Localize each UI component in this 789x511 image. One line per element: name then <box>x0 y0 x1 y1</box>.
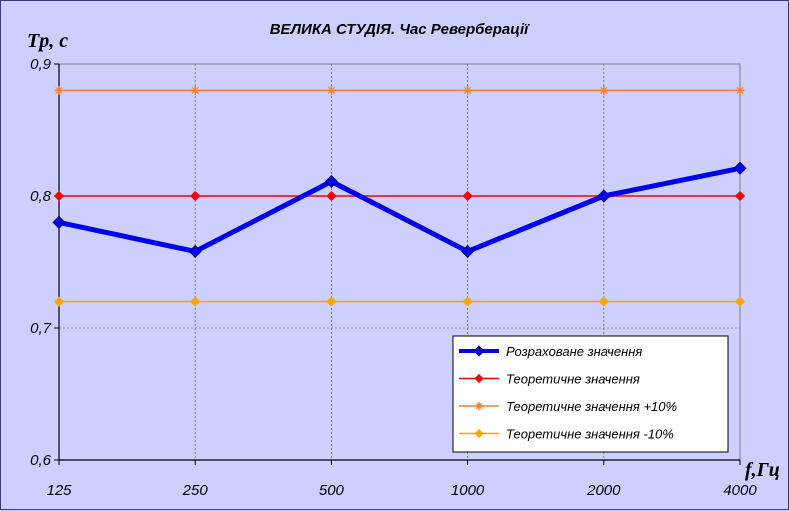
series-1-point <box>53 190 65 202</box>
series-1-point <box>326 190 337 202</box>
series-3-point <box>326 296 337 307</box>
legend-label: Розрахoване значення <box>506 344 642 359</box>
legend-swatch-marker <box>475 402 483 410</box>
legend-label: Теоретичне значення -10% <box>506 427 674 442</box>
x-axis-label: f,Гц <box>745 459 780 481</box>
y-tick-label: 0,8 <box>30 188 52 205</box>
x-tick-label: 250 <box>182 482 209 499</box>
series-3-point <box>190 296 201 307</box>
x-tick-label: 500 <box>319 482 345 499</box>
series-0-point <box>733 161 747 175</box>
y-tick-label: 0,6 <box>30 452 52 469</box>
legend-swatch-marker <box>473 345 485 357</box>
series-3-point <box>598 296 609 307</box>
series-1-point <box>190 190 201 202</box>
series-2-point <box>326 85 336 95</box>
legend-swatch-marker <box>474 373 484 384</box>
series-3-point <box>462 296 473 307</box>
series-2-point-d2 <box>464 86 472 94</box>
series-2-point <box>463 85 473 95</box>
series-2-point-d2 <box>327 86 335 94</box>
series-2-point <box>599 85 609 95</box>
series-2-point <box>54 85 64 95</box>
legend-swatch-marker-d2 <box>475 402 483 410</box>
series-3-point <box>734 296 746 307</box>
series-0-point <box>324 174 338 189</box>
series-2-point-d2 <box>191 86 199 94</box>
series-2-point <box>190 85 200 95</box>
series-0-point <box>461 244 475 259</box>
series-0-point <box>188 244 202 259</box>
chart-title: ВЕЛИКА СТУДІЯ. Час Реверберації <box>270 21 530 38</box>
legend-label: Теоретичне значення <box>506 372 640 387</box>
series-1-point <box>462 190 473 202</box>
y-axis-label: Tр, с <box>27 30 68 52</box>
series-0-point <box>52 215 66 229</box>
x-tick-label: 2000 <box>586 482 621 499</box>
x-tick-label: 4000 <box>723 482 757 499</box>
series-2-point-d2 <box>55 86 63 94</box>
legend-label: Теоретичне значення +10% <box>506 399 677 414</box>
series-0-point <box>597 189 611 203</box>
legend-swatch-marker <box>474 428 484 439</box>
x-tick-label: 1000 <box>451 482 485 499</box>
y-tick-label: 0,7 <box>30 320 52 337</box>
legend-box <box>452 335 729 453</box>
y-tick-label: 0,9 <box>30 56 52 73</box>
series-2-point <box>735 85 745 95</box>
series-line-0 <box>58 165 741 254</box>
x-tick-label: 125 <box>46 482 72 499</box>
series-2-point-d2 <box>600 86 608 94</box>
series-1-point <box>734 190 746 202</box>
series-3-point <box>53 296 65 307</box>
series-2-point-d2 <box>736 86 744 94</box>
